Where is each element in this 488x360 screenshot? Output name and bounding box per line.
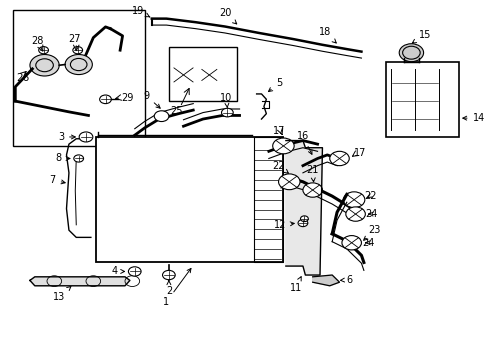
Text: 1: 1 xyxy=(163,269,191,307)
Circle shape xyxy=(345,207,365,221)
Text: 18: 18 xyxy=(318,27,336,43)
Bar xyxy=(14,11,143,145)
Bar xyxy=(96,137,283,262)
Polygon shape xyxy=(312,275,339,286)
Polygon shape xyxy=(30,277,130,286)
Circle shape xyxy=(303,183,322,197)
Text: 12: 12 xyxy=(273,220,294,230)
Text: 21: 21 xyxy=(306,165,318,182)
Polygon shape xyxy=(285,140,322,275)
Text: 3: 3 xyxy=(58,132,75,142)
Text: 19: 19 xyxy=(132,6,149,17)
Text: 7: 7 xyxy=(49,175,65,185)
Circle shape xyxy=(341,235,361,250)
Circle shape xyxy=(329,151,348,166)
Text: 24: 24 xyxy=(362,238,374,248)
Text: 26: 26 xyxy=(16,73,29,83)
Circle shape xyxy=(300,216,307,222)
Circle shape xyxy=(39,46,48,54)
Text: 23: 23 xyxy=(363,225,380,240)
Text: 25: 25 xyxy=(170,106,182,116)
Text: 10: 10 xyxy=(220,93,232,108)
Circle shape xyxy=(30,54,59,76)
Bar xyxy=(13,10,144,146)
Circle shape xyxy=(79,132,93,142)
Circle shape xyxy=(128,267,141,276)
Circle shape xyxy=(198,67,220,83)
Bar xyxy=(168,47,237,101)
Text: 11: 11 xyxy=(289,276,301,293)
Text: 2: 2 xyxy=(165,280,172,296)
Text: 13: 13 xyxy=(53,287,71,302)
Text: 17: 17 xyxy=(273,126,285,135)
Text: 5: 5 xyxy=(268,78,282,91)
Text: 8: 8 xyxy=(56,153,70,163)
Text: 9: 9 xyxy=(143,91,160,108)
Text: 6: 6 xyxy=(340,275,352,285)
Circle shape xyxy=(343,192,364,208)
Text: 17: 17 xyxy=(353,148,366,158)
Circle shape xyxy=(73,46,82,54)
Circle shape xyxy=(65,54,92,75)
Circle shape xyxy=(278,174,300,190)
Circle shape xyxy=(398,44,423,62)
Text: 28: 28 xyxy=(31,36,43,46)
Circle shape xyxy=(298,220,307,226)
Bar xyxy=(254,137,283,262)
Text: 22: 22 xyxy=(363,191,376,201)
Text: 16: 16 xyxy=(296,131,311,154)
Circle shape xyxy=(154,111,168,122)
Circle shape xyxy=(272,138,294,154)
Text: 20: 20 xyxy=(218,8,236,24)
Bar xyxy=(385,62,458,137)
Circle shape xyxy=(100,95,111,104)
Circle shape xyxy=(169,65,197,85)
Text: 14: 14 xyxy=(462,113,484,123)
Circle shape xyxy=(74,155,83,162)
Circle shape xyxy=(162,270,175,280)
Circle shape xyxy=(221,108,233,117)
Text: 27: 27 xyxy=(68,34,81,44)
Text: 24: 24 xyxy=(365,209,377,219)
Text: 29: 29 xyxy=(122,93,134,103)
Text: 15: 15 xyxy=(411,30,430,43)
Text: 4: 4 xyxy=(111,266,124,276)
Text: 22: 22 xyxy=(272,161,288,173)
